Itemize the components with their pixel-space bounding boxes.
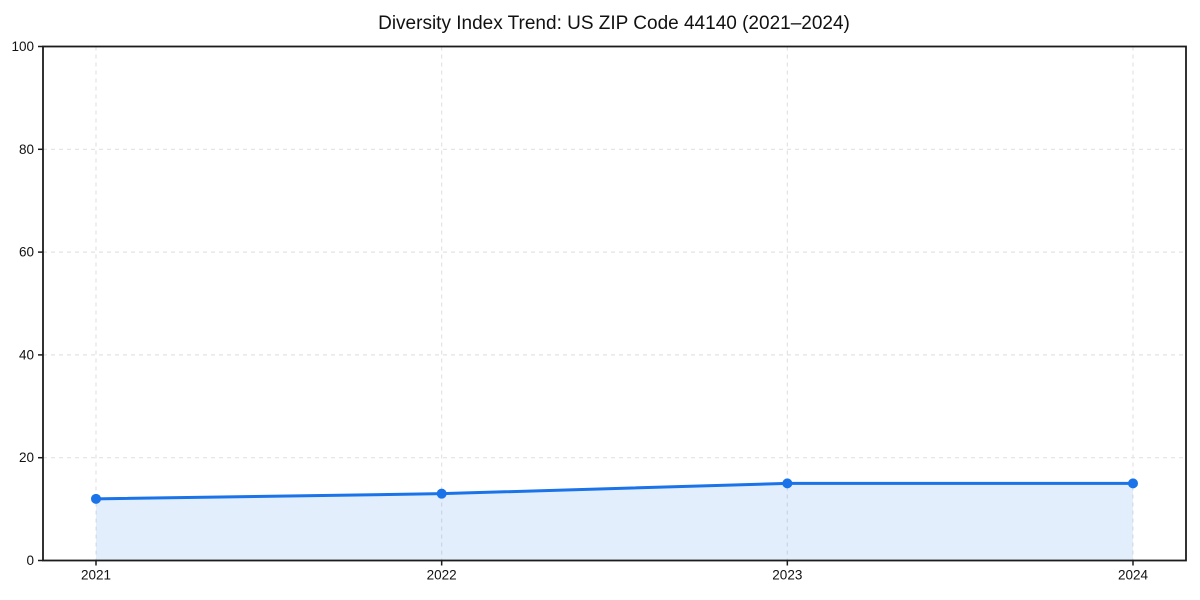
x-tick-label: 2021 [81,568,111,583]
y-tick-label: 80 [19,142,34,157]
y-tick-label: 60 [19,245,34,260]
trend-line [94,481,1135,501]
y-tick-label: 20 [19,450,34,465]
data-point [782,478,793,489]
area-fill [96,483,1133,561]
data-point [436,488,447,499]
x-tick-label: 2022 [427,568,457,583]
y-tick-label: 100 [11,39,34,54]
x-tick-label: 2024 [1118,568,1149,583]
data-point [1128,478,1138,489]
data-point [91,493,101,504]
plot-frame [42,45,1187,562]
y-tick-label: 0 [26,553,34,568]
chart-title: Diversity Index Trend: US ZIP Code 44140… [378,13,850,34]
y-tick-label: 40 [19,347,34,362]
x-tick-label: 2023 [772,568,802,583]
